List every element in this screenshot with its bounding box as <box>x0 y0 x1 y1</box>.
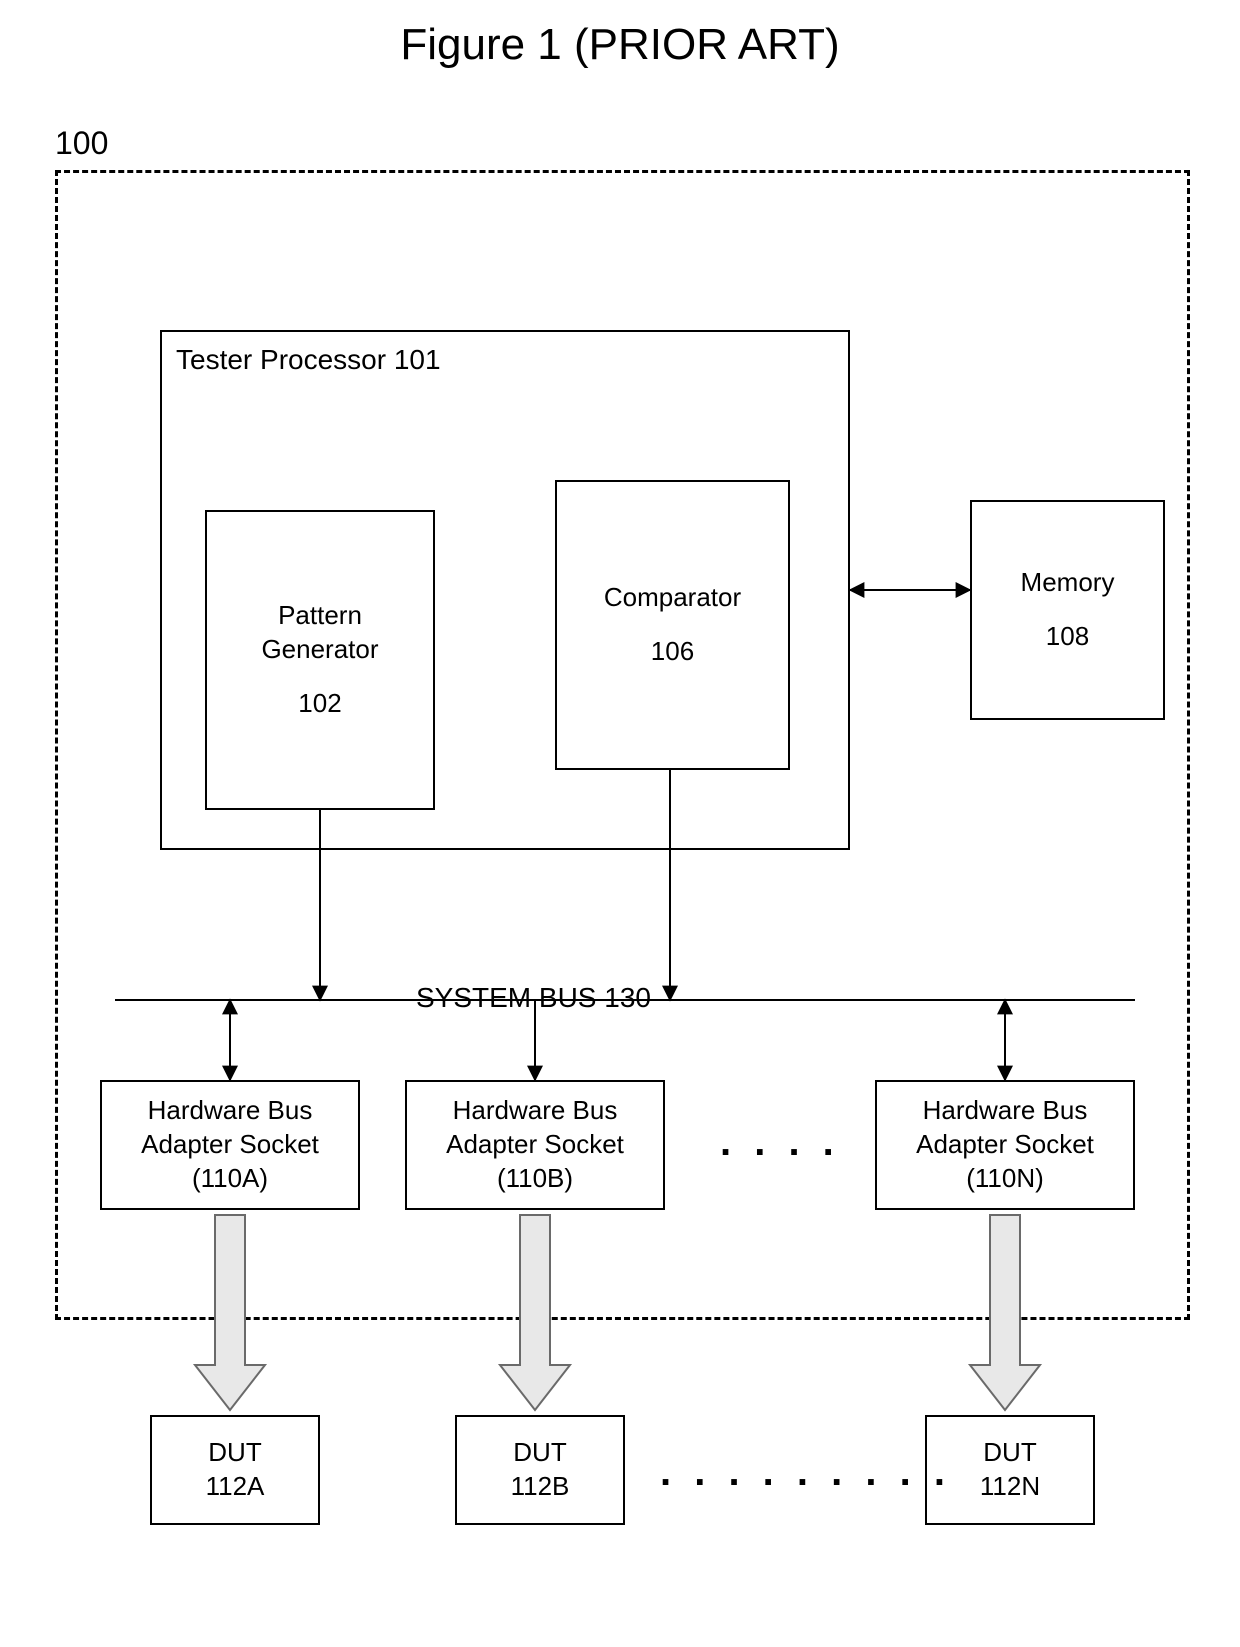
memory-box: Memory 108 <box>970 500 1165 720</box>
pg-line0: Pattern <box>278 599 362 633</box>
dutn-l1: 112N <box>980 1470 1040 1504</box>
system-bus-label: SYSTEM BUS 130 <box>410 982 657 1014</box>
ada-l2: (110A) <box>192 1162 268 1196</box>
adapter-a-box: Hardware Bus Adapter Socket (110A) <box>100 1080 360 1210</box>
diagram-canvas: Figure 1 (PRIOR ART) 100 Tester Processo… <box>0 0 1240 1647</box>
adn-l2: (110N) <box>966 1162 1044 1196</box>
duta-l0: DUT <box>208 1436 261 1470</box>
ada-l0: Hardware Bus <box>148 1094 313 1128</box>
dutn-l0: DUT <box>983 1436 1036 1470</box>
dutb-l0: DUT <box>513 1436 566 1470</box>
tester-processor-label: Tester Processor 101 <box>176 342 441 378</box>
adn-l1: Adapter Socket <box>916 1128 1094 1162</box>
adapter-b-box: Hardware Bus Adapter Socket (110B) <box>405 1080 665 1210</box>
adn-l0: Hardware Bus <box>923 1094 1088 1128</box>
cmp-line0: Comparator <box>604 581 741 615</box>
figure-title: Figure 1 (PRIOR ART) <box>0 20 1240 70</box>
dut-a-box: DUT 112A <box>150 1415 320 1525</box>
pattern-generator-box: Pattern Generator 102 <box>205 510 435 810</box>
mem-line2: 108 <box>1046 620 1089 654</box>
adb-l2: (110B) <box>497 1162 573 1196</box>
cmp-line2: 106 <box>651 635 694 669</box>
dut-b-box: DUT 112B <box>455 1415 625 1525</box>
pg-line1: Generator <box>261 633 378 667</box>
comparator-box: Comparator 106 <box>555 480 790 770</box>
dut-ellipsis: . . . . . . . . . <box>660 1450 951 1495</box>
adapter-n-box: Hardware Bus Adapter Socket (110N) <box>875 1080 1135 1210</box>
adapter-ellipsis: . . . . <box>720 1120 840 1165</box>
duta-l1: 112A <box>206 1470 265 1504</box>
mem-line0: Memory <box>1021 566 1115 600</box>
ada-l1: Adapter Socket <box>141 1128 319 1162</box>
system-ref-label: 100 <box>55 125 108 162</box>
adb-l1: Adapter Socket <box>446 1128 624 1162</box>
adb-l0: Hardware Bus <box>453 1094 618 1128</box>
dutb-l1: 112B <box>511 1470 570 1504</box>
pg-line3: 102 <box>298 687 341 721</box>
